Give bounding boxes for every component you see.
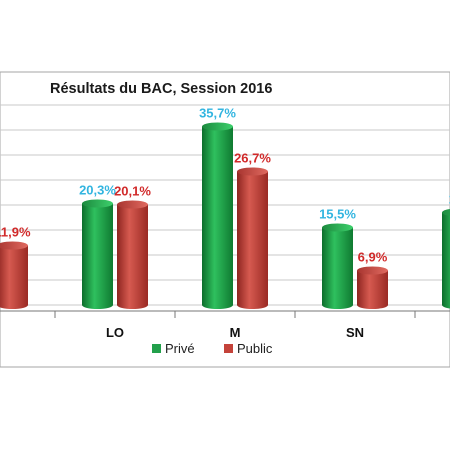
data-label: 20,1% [114, 184, 151, 199]
bar [0, 245, 28, 309]
category-label: SN [346, 325, 364, 340]
category-label: LO [106, 325, 124, 340]
legend-label-public: Public [237, 341, 273, 356]
bar [117, 204, 148, 309]
data-labels: 20,3% 35,7% 15,5% 18, 11,9% 20,1% 26,7% 6,9% [0, 106, 450, 265]
bar [442, 212, 450, 309]
bar-cap [82, 199, 113, 208]
bar [322, 227, 353, 309]
data-label: 35,7% [199, 106, 236, 121]
category-labels: LOMSNGlo [106, 325, 364, 340]
bar-cap [442, 209, 450, 216]
bar [82, 203, 113, 309]
chart-title: Résultats du BAC, Session 2016 [50, 81, 272, 97]
bar-cap [322, 223, 353, 232]
bar-cap [0, 241, 28, 250]
legend-label-prive: Privé [165, 341, 195, 356]
bar [202, 126, 233, 309]
category-label: M [230, 325, 241, 340]
bars [0, 122, 450, 309]
data-label: 20,3% [79, 183, 116, 198]
bar [357, 270, 388, 309]
legend-swatch-prive [152, 344, 161, 353]
data-label: 6,9% [358, 250, 388, 265]
data-label: 26,7% [234, 151, 271, 166]
bar-cap [237, 167, 268, 176]
bar-cap [117, 200, 148, 209]
bar [237, 171, 268, 309]
bar-cap [202, 122, 233, 131]
data-label: 18, [448, 192, 450, 207]
data-label: 11,9% [0, 225, 31, 240]
x-axis-ticks [54, 311, 416, 318]
bar-cap [357, 266, 388, 275]
legend-swatch-public [224, 344, 233, 353]
legend: Privé Public [152, 341, 273, 356]
data-label: 15,5% [319, 207, 356, 222]
